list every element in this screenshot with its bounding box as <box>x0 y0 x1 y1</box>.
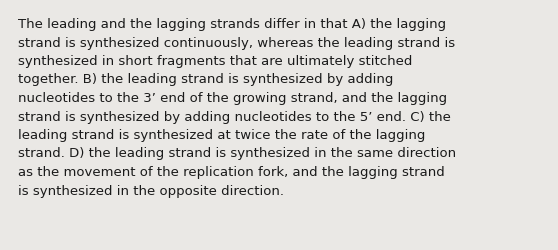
Text: The leading and the lagging strands differ in that A) the lagging
strand is synt: The leading and the lagging strands diff… <box>18 18 456 197</box>
